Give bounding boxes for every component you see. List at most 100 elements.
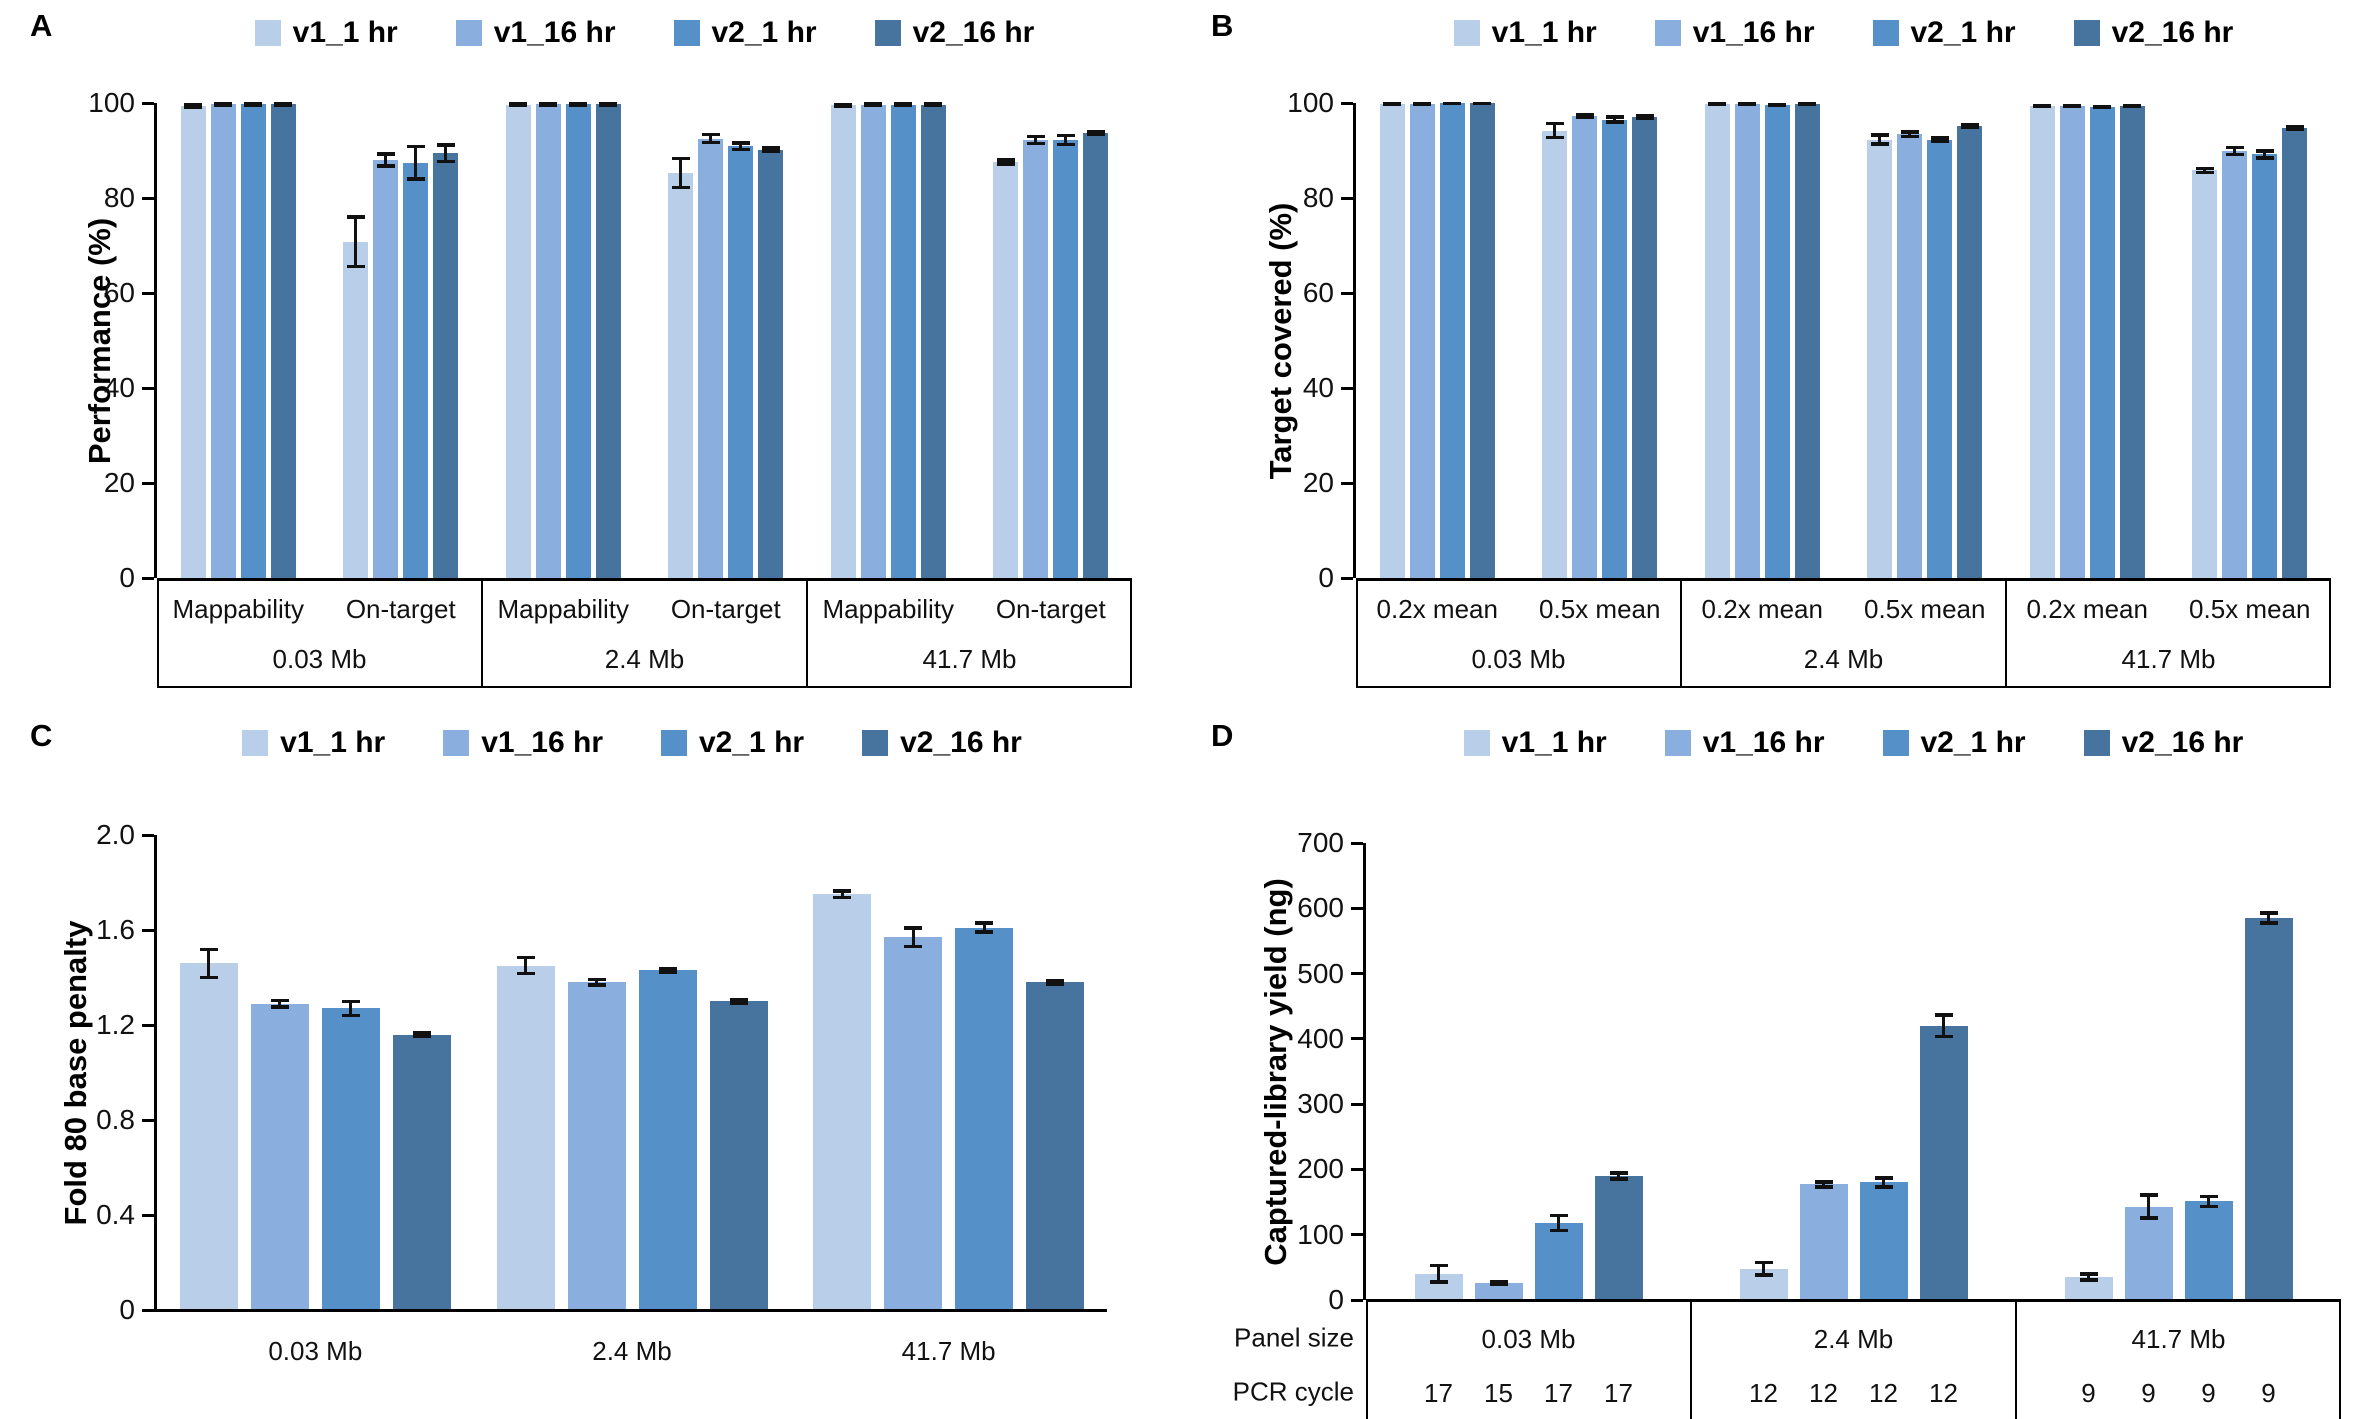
- y-tick: [142, 481, 154, 485]
- error-bar: [1882, 1177, 1885, 1188]
- y-tick: [1351, 1298, 1363, 1302]
- error-bar: [982, 922, 986, 933]
- legend-swatch-3: [1882, 730, 1909, 756]
- y-tick-label: 60: [103, 277, 135, 308]
- error-bar-cap-bottom: [376, 164, 395, 168]
- error-bar-cap-bottom: [1874, 1185, 1893, 1189]
- y-tick-label: 20: [103, 467, 135, 498]
- bar: [505, 104, 531, 578]
- y-tick: [1351, 1233, 1363, 1237]
- error-bar-cap-top: [412, 1031, 431, 1035]
- error-bar: [1004, 159, 1008, 165]
- y-tick: [1341, 291, 1353, 295]
- error-bar: [1762, 1262, 1765, 1276]
- y-tick: [142, 386, 154, 390]
- legend-item: v1_1 hr: [242, 726, 385, 760]
- x-group-label: 2.4 Mb: [1803, 644, 1884, 674]
- error-bar: [2203, 168, 2207, 173]
- x-group-label: 0.03 Mb: [268, 1336, 363, 1366]
- error-bar-cap-bottom: [729, 1001, 748, 1005]
- error-bar-cap-top: [729, 997, 748, 1002]
- error-bar-cap-top: [761, 146, 780, 150]
- y-tick: [142, 291, 154, 295]
- bar: [2124, 1206, 2173, 1300]
- error-bar-cap-bottom: [864, 103, 883, 108]
- y-tick-label: 40: [1302, 372, 1334, 403]
- legend-swatch-3: [661, 730, 687, 756]
- error-bar: [2207, 1196, 2210, 1207]
- panel-A: A v1_1 hr v1_16 hr v2_1 hr v2_16 hr Perform…: [0, 0, 1181, 709]
- error-bar-cap-bottom: [904, 944, 923, 949]
- legend-item: v2_16 hr: [2083, 726, 2243, 760]
- y-tick-label: 100: [1287, 87, 1334, 118]
- error-bar-cap-bottom: [1635, 116, 1654, 121]
- error-bar-cap-top: [406, 144, 425, 149]
- bar: [1867, 139, 1893, 578]
- legend-label: v2_1 hr: [711, 16, 817, 49]
- bar: [1927, 139, 1953, 578]
- error-bar-cap-top: [1046, 978, 1065, 983]
- pcr-cycle-value: 9: [2141, 1378, 2156, 1408]
- bar: [567, 982, 626, 1310]
- error-bar-cap-bottom: [731, 147, 750, 152]
- legend-label: v1_16 hr: [1692, 16, 1815, 49]
- x-sub-label: 0.2x mean: [1376, 594, 1498, 624]
- y-axis-line: [1353, 103, 1356, 578]
- error-bar-cap-bottom: [2225, 152, 2244, 157]
- bar: [1897, 134, 1923, 578]
- bar: [1542, 130, 1568, 578]
- error-bar-cap-bottom: [412, 1034, 431, 1038]
- pcr-cycle-value: 12: [1809, 1378, 1838, 1408]
- error-bar-cap-top: [2255, 149, 2274, 153]
- error-bar-cap-top: [1754, 1260, 1773, 1265]
- bar: [698, 138, 724, 578]
- bar: [890, 104, 916, 578]
- error-bar: [207, 949, 211, 978]
- y-axis-line: [154, 835, 157, 1310]
- legend-label: v1_1 hr: [1501, 726, 1607, 759]
- error-bar-cap-top: [2285, 124, 2304, 129]
- legend-swatch-1: [1463, 730, 1490, 756]
- error-bar-cap-bottom: [214, 103, 233, 107]
- legend-swatch-1: [254, 20, 281, 46]
- bar: [1919, 1025, 1968, 1300]
- legend-label: v1_1 hr: [292, 16, 398, 49]
- error-bar: [595, 979, 598, 986]
- y-tick-label: 40: [103, 372, 135, 403]
- legend-swatch-4: [2083, 730, 2110, 756]
- error-bar-cap-top: [1056, 133, 1075, 138]
- legend-label: v1_1 hr: [280, 726, 386, 759]
- x-sub-label: Mappability: [822, 594, 955, 624]
- bar: [1794, 104, 1820, 578]
- error-bar: [1822, 1181, 1825, 1188]
- y-tick: [142, 1118, 154, 1122]
- row-header-panel-size: Panel size: [1234, 1322, 1354, 1353]
- bar: [1799, 1184, 1848, 1300]
- error-bar-cap-bottom: [1026, 141, 1045, 146]
- error-bar-cap-bottom: [1383, 102, 1402, 107]
- error-bar-cap-bottom: [1934, 1034, 1953, 1039]
- error-bar-cap-bottom: [1708, 102, 1727, 107]
- error-bar-cap-top: [1930, 136, 1949, 140]
- bar: [2089, 106, 2115, 578]
- legend-item: v1_1 hr: [1463, 726, 1607, 760]
- y-tick: [1351, 906, 1363, 910]
- error-bar: [1557, 1215, 1560, 1231]
- error-bar-cap-bottom: [599, 103, 618, 107]
- x-group-label: 0.03 Mb: [1471, 644, 1566, 674]
- bar: [1474, 1283, 1523, 1300]
- bar: [955, 927, 1014, 1310]
- bar: [1602, 119, 1628, 578]
- y-tick: [1351, 1037, 1363, 1041]
- y-tick-label: 100: [1297, 1218, 1344, 1250]
- y-tick: [1351, 1102, 1363, 1106]
- y-tick-label: 100: [88, 87, 135, 118]
- x-sub-label: On-target: [995, 594, 1106, 624]
- legend-label: v2_1 hr: [699, 726, 805, 759]
- error-bar: [2087, 1273, 2090, 1281]
- y-tick-label: 60: [1302, 277, 1334, 308]
- error-bar-cap-top: [975, 921, 994, 925]
- error-bar-cap-top: [341, 999, 360, 1004]
- legend: v1_1 hr v1_16 hr v2_1 hr v2_16 hr: [157, 14, 1132, 52]
- bar: [1859, 1182, 1908, 1300]
